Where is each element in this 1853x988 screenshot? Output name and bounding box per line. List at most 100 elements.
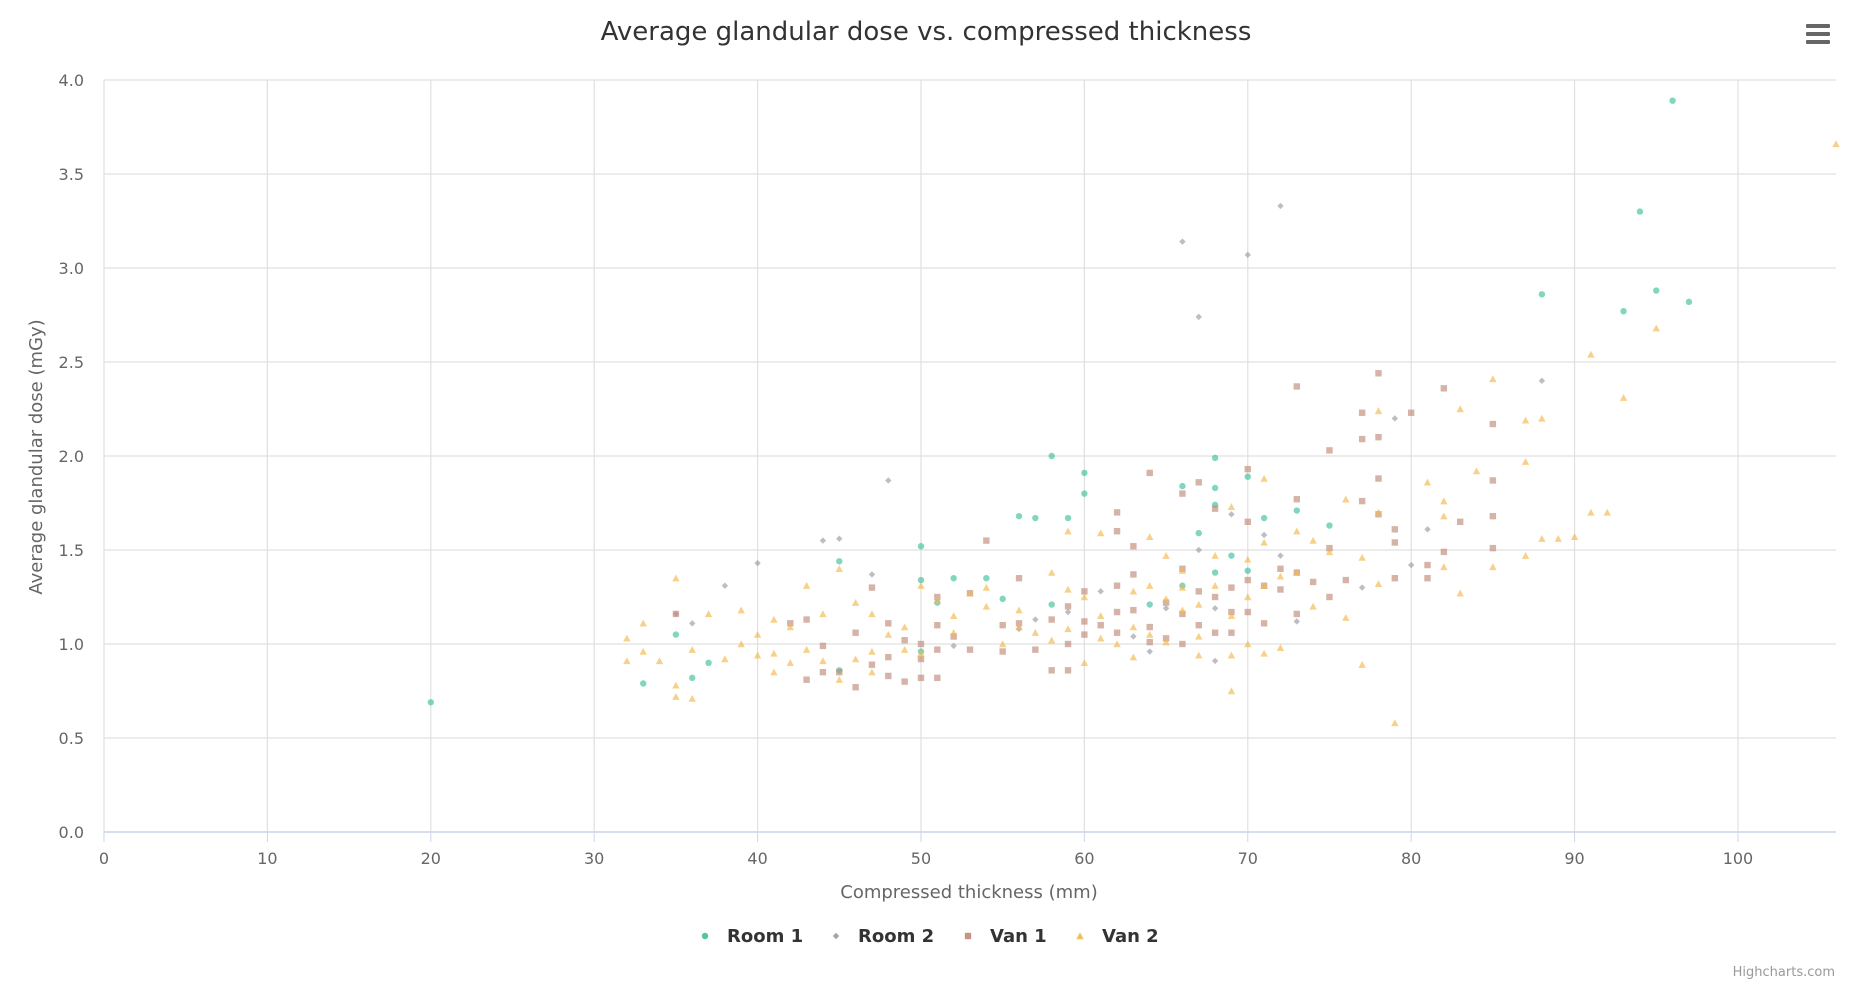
data-point (1081, 490, 1088, 497)
x-tick-label: 40 (747, 849, 767, 868)
data-point (1521, 551, 1530, 559)
data-point (639, 619, 647, 627)
data-point (1260, 514, 1268, 522)
data-point (917, 582, 925, 589)
data-point (982, 602, 991, 610)
data-point (1653, 287, 1660, 294)
legend-item-room-2[interactable]: Room 2 (832, 926, 934, 947)
data-point (1113, 582, 1121, 589)
data-point (1554, 535, 1562, 542)
data-point (1276, 572, 1285, 580)
data-point (1277, 565, 1284, 572)
data-point (1146, 630, 1154, 638)
data-point (1293, 383, 1300, 390)
data-point (1832, 140, 1840, 148)
data-point (1407, 409, 1415, 416)
data-point (1113, 608, 1121, 616)
data-point (1260, 582, 1268, 589)
data-point (868, 571, 876, 578)
data-point (868, 668, 876, 676)
data-point (1129, 653, 1138, 661)
data-point (1211, 569, 1219, 576)
data-point (1456, 518, 1464, 525)
data-point (1326, 593, 1333, 601)
data-point (934, 674, 941, 682)
data-point (672, 610, 680, 618)
data-point (1489, 512, 1497, 520)
data-point (868, 647, 876, 655)
data-point (1374, 407, 1383, 415)
data-point (1195, 632, 1203, 640)
data-point (1195, 479, 1202, 486)
data-point (655, 657, 664, 665)
legend-item-room-1[interactable]: Room 1 (701, 926, 803, 947)
data-point (1244, 555, 1252, 563)
data-point (852, 629, 859, 636)
data-point (803, 676, 810, 683)
data-point (672, 574, 680, 582)
y-axis-title: Average glandular dose (mGy) (26, 319, 47, 594)
credits-link[interactable]: Highcharts.com (1732, 965, 1835, 980)
legend-marker (701, 932, 709, 940)
data-point (639, 647, 647, 655)
series-points (427, 97, 1840, 727)
data-point (1375, 434, 1382, 441)
data-point (1179, 482, 1186, 490)
data-point (1130, 606, 1137, 614)
data-point (1064, 640, 1072, 648)
data-point (1309, 602, 1317, 610)
data-point (1244, 567, 1251, 574)
data-point (1047, 636, 1056, 644)
data-point (1293, 618, 1300, 625)
data-point (966, 646, 974, 653)
data-point (1048, 667, 1055, 674)
data-point (1097, 529, 1105, 537)
data-point (672, 692, 680, 700)
x-tick-label: 100 (1723, 849, 1754, 868)
x-tick-label: 50 (911, 849, 931, 868)
data-point (1587, 350, 1595, 358)
data-point (1636, 208, 1644, 215)
data-point (623, 634, 631, 642)
data-point (802, 582, 811, 589)
hamburger-menu-icon[interactable] (1800, 18, 1836, 50)
data-point (868, 610, 876, 618)
data-point (1048, 452, 1055, 460)
data-point (1080, 659, 1089, 666)
data-point (1097, 622, 1104, 629)
data-point (1178, 566, 1187, 574)
data-point (1326, 447, 1333, 454)
data-point (705, 659, 712, 666)
data-point (1424, 526, 1431, 533)
data-point (1326, 522, 1333, 529)
data-point (1195, 546, 1202, 554)
data-point (1064, 603, 1072, 610)
data-point (819, 657, 827, 665)
data-point (1391, 719, 1399, 727)
menu-bar (1806, 40, 1830, 44)
data-point (1064, 527, 1072, 535)
data-point (1162, 635, 1170, 642)
data-point (950, 575, 957, 582)
data-point (1538, 535, 1546, 542)
data-point (933, 597, 942, 604)
data-point (1358, 435, 1366, 443)
data-point (1391, 539, 1399, 546)
data-point (1129, 623, 1138, 631)
legend-item-van-2[interactable]: Van 2 (1076, 926, 1159, 947)
data-point (1293, 496, 1300, 503)
data-point (672, 681, 680, 689)
data-point (1391, 526, 1399, 533)
data-point (1391, 415, 1399, 422)
y-tick-label: 1.0 (59, 635, 84, 654)
data-point (770, 668, 778, 676)
data-point (1407, 561, 1415, 569)
series-room-2 (672, 202, 1546, 665)
legend-item-van-1[interactable]: Van 1 (964, 926, 1047, 947)
data-point (1685, 298, 1693, 306)
legend-marker (832, 932, 840, 940)
data-point (1260, 620, 1268, 627)
x-tick-label: 30 (584, 849, 604, 868)
legend-label: Van 2 (1102, 926, 1159, 947)
data-point (1358, 497, 1366, 505)
